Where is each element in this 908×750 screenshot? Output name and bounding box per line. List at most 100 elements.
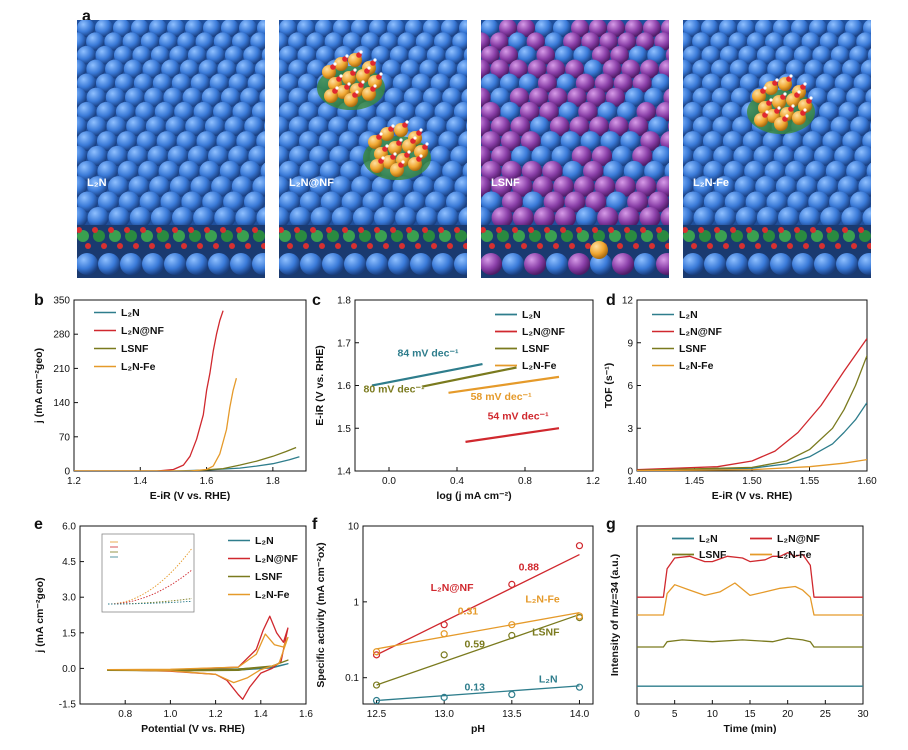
chart-b-polarization: 1.2 1.4 1.6 1.8 0 70 140 210 280 350 E-iR (V vs. R… — [33, 296, 307, 502]
x-axis-label: log (j mA cm⁻²) — [436, 490, 511, 502]
legend-label-L2NFe: L₂N-Fe — [121, 361, 156, 373]
chart-c-tafel: 0.0 0.4 0.8 1.2 1.4 1.5 1.6 1.7 1.8 log (j mA cm⁻… — [314, 296, 600, 503]
plot-frame — [73, 299, 307, 472]
render-panel-1: L₂N — [77, 20, 265, 278]
series-line-L2NFe — [107, 633, 289, 684]
panel-letter-c: c — [312, 292, 321, 309]
x-tick-label: 1.8 — [266, 476, 280, 487]
x-tick-label: 5 — [672, 709, 678, 720]
data-point-L2N — [508, 690, 516, 699]
data-point-L2N — [440, 693, 448, 701]
x-tick-label: 1.55 — [800, 476, 820, 487]
y-tick-label: 70 — [59, 432, 71, 443]
legend-label-L2NNF: L₂N@NF — [121, 325, 164, 337]
y-axis-label: E-iR (V vs. RHE) — [314, 345, 326, 426]
series-line-L2NFe — [637, 458, 867, 471]
series-line-L2NNF — [74, 310, 224, 471]
x-tick-label: 14.0 — [570, 709, 590, 720]
data-point-LSNF — [508, 631, 516, 640]
data-point-LSNF — [372, 681, 381, 689]
x-axis-label: Time (min) — [724, 723, 777, 735]
annotation: 84 mV dec⁻¹ — [398, 347, 459, 359]
series-line-L2NFe — [74, 378, 238, 471]
y-tick-label: 0.0 — [62, 664, 76, 675]
y-tick-label: 0 — [627, 467, 633, 478]
y-tick-label: 3 — [627, 424, 633, 435]
render-label: L₂N — [87, 177, 107, 189]
x-axis-label: pH — [471, 723, 485, 735]
y-tick-label: 12 — [622, 296, 634, 307]
y-tick-label: -1.5 — [59, 700, 77, 711]
plot-frame — [636, 299, 868, 472]
panel-letter-a: a — [82, 8, 91, 25]
x-tick-label: 0 — [634, 709, 640, 720]
y-tick-label: 1 — [353, 597, 359, 608]
legend-label-L2NFe: L₂N-Fe — [679, 360, 714, 372]
annotation: 54 mV dec⁻¹ — [488, 411, 549, 423]
series-line-L2NFe — [448, 375, 560, 394]
y-tick-label: 1.5 — [337, 424, 351, 435]
annotation: L₂N — [539, 674, 558, 686]
panel-letter-d: d — [606, 292, 616, 309]
y-tick-label: 9 — [627, 338, 633, 349]
y-tick-label: 6 — [627, 381, 633, 392]
x-tick-label: 1.4 — [254, 709, 268, 720]
x-axis-label: E-iR (V vs. RHE) — [150, 490, 231, 502]
data-point-L2N — [372, 696, 381, 705]
legend-label-L2N: L₂N — [679, 309, 698, 321]
y-tick-label: 3.0 — [62, 593, 76, 604]
fit-line-L2NFe — [376, 612, 580, 650]
data-point-L2NFe — [440, 630, 448, 638]
y-tick-label: 1.7 — [337, 338, 351, 349]
legend-label-LSNF: LSNF — [522, 343, 550, 355]
annotation: 0.59 — [464, 639, 485, 651]
x-tick-label: 1.2 — [586, 476, 600, 487]
x-tick-label: 15 — [744, 709, 756, 720]
x-tick-label: 1.2 — [209, 709, 223, 720]
legend-label-L2NFe: L₂N-Fe — [522, 360, 557, 372]
y-tick-label: 1.8 — [337, 296, 351, 307]
legend-label-L2NNF: L₂N@NF — [255, 553, 298, 565]
x-tick-label: 13.0 — [434, 709, 454, 720]
series-line-L2NNF — [637, 338, 867, 471]
render-panel-4: L₂N-Fe — [683, 20, 871, 278]
data-point-L2NNF — [372, 651, 381, 659]
x-tick-label: 0.8 — [518, 476, 532, 487]
data-point-L2NFe — [372, 648, 381, 656]
legend-label-L2NNF: L₂N@NF — [522, 326, 565, 338]
y-tick-label: 0 — [64, 467, 70, 478]
data-point-L2NFe — [575, 612, 584, 620]
series-line-L2NFe — [637, 582, 863, 616]
series-line-LSNF — [107, 659, 289, 672]
y-tick-label: 1.6 — [337, 381, 351, 392]
render-panel-3: LSNF — [481, 20, 669, 278]
x-tick-label: 1.2 — [67, 476, 81, 487]
render-label: L₂N@NF — [289, 177, 334, 189]
x-tick-label: 1.6 — [299, 709, 313, 720]
panel-letter-g: g — [606, 516, 616, 533]
x-tick-label: 0.8 — [118, 709, 132, 720]
chart-f-ph: 12.5 13.0 13.5 14.0 0.1 1 10 pH Specific activit… — [315, 522, 594, 735]
fit-line-L2N — [376, 685, 580, 702]
series-line-LSNF — [637, 637, 863, 648]
annotation: LSNF — [532, 627, 560, 639]
x-tick-label: 1.50 — [742, 476, 762, 487]
plot-frame — [362, 525, 594, 705]
series-line-L2N — [371, 363, 483, 387]
render-label: L₂N-Fe — [693, 177, 729, 189]
x-tick-label: 1.6 — [200, 476, 214, 487]
y-tick-label: 280 — [53, 330, 70, 341]
x-tick-label: 12.5 — [367, 709, 387, 720]
series-line-L2N — [637, 402, 867, 471]
y-tick-label: 140 — [53, 398, 70, 409]
x-tick-label: 1.60 — [857, 476, 877, 487]
x-tick-label: 30 — [857, 709, 869, 720]
x-tick-label: 25 — [820, 709, 832, 720]
annotation: L₂N-Fe — [525, 594, 560, 606]
series-line-LSNF — [637, 355, 867, 471]
annotation: 0.31 — [458, 606, 479, 618]
x-axis-label: Potential (V vs. RHE) — [141, 723, 245, 735]
x-tick-label: 1.40 — [627, 476, 647, 487]
legend-label-LSNF: LSNF — [121, 343, 149, 355]
legend-label-L2N: L₂N — [699, 533, 718, 545]
